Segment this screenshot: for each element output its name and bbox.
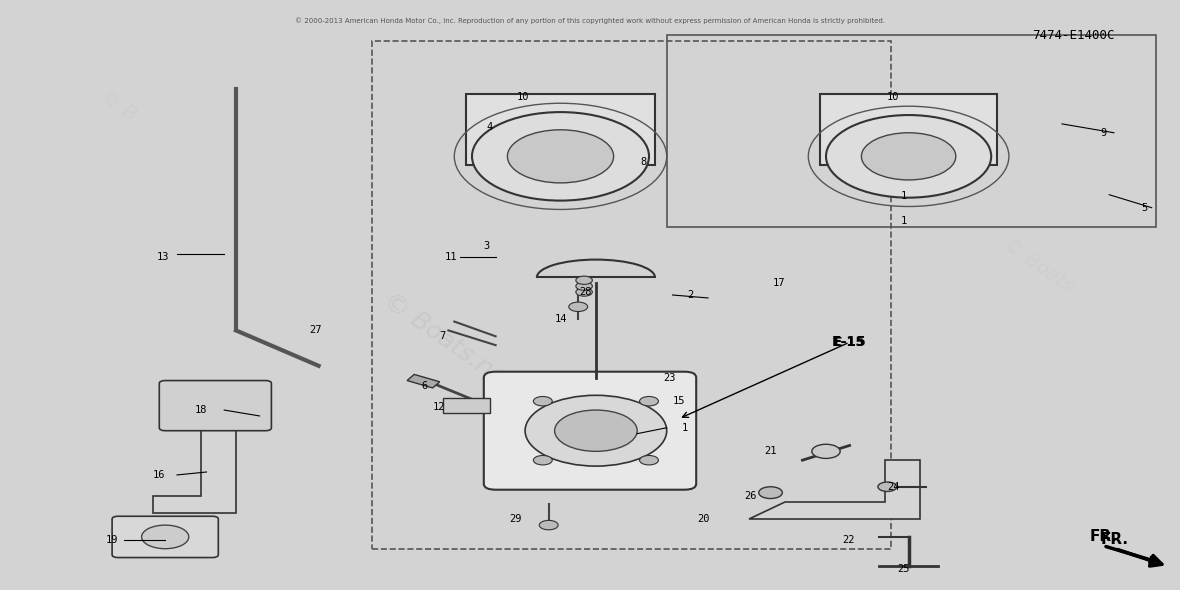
Text: 9: 9 — [1100, 128, 1107, 137]
Text: © Boats.net: © Boats.net — [379, 289, 518, 396]
Text: 14: 14 — [555, 314, 566, 323]
Text: 27: 27 — [309, 326, 321, 335]
Text: © 2000-2013 American Honda Motor Co., Inc. Reproduction of any portion of this c: © 2000-2013 American Honda Motor Co., In… — [295, 17, 885, 24]
Circle shape — [142, 525, 189, 549]
Text: 7: 7 — [439, 332, 446, 341]
Text: 19: 19 — [106, 535, 118, 545]
Text: 20: 20 — [697, 514, 709, 524]
Circle shape — [533, 455, 552, 465]
Text: 25: 25 — [898, 565, 910, 574]
FancyBboxPatch shape — [112, 516, 218, 558]
Text: 5: 5 — [1141, 203, 1148, 212]
Circle shape — [576, 276, 592, 284]
Text: 1: 1 — [900, 191, 907, 201]
Text: 1: 1 — [681, 423, 688, 432]
Circle shape — [539, 520, 558, 530]
Text: FR.: FR. — [1101, 532, 1129, 548]
Circle shape — [878, 482, 897, 491]
Circle shape — [759, 487, 782, 499]
Polygon shape — [749, 460, 920, 519]
Text: 2: 2 — [687, 290, 694, 300]
Text: © Boats: © Boats — [999, 235, 1077, 296]
Circle shape — [861, 133, 956, 180]
Text: E-15: E-15 — [834, 336, 865, 349]
Text: 24: 24 — [887, 482, 899, 491]
Circle shape — [576, 282, 592, 290]
Text: 15: 15 — [673, 396, 684, 406]
Text: 12: 12 — [433, 402, 445, 412]
Circle shape — [533, 396, 552, 406]
Text: 21: 21 — [765, 447, 776, 456]
Text: © B: © B — [97, 87, 139, 125]
Text: 28: 28 — [579, 287, 591, 297]
FancyBboxPatch shape — [484, 372, 696, 490]
Circle shape — [525, 395, 667, 466]
Text: 18: 18 — [195, 405, 206, 415]
Circle shape — [640, 455, 658, 465]
Circle shape — [472, 112, 649, 201]
Text: 13: 13 — [157, 252, 169, 261]
Text: 10: 10 — [517, 93, 529, 102]
Polygon shape — [153, 425, 236, 513]
Circle shape — [812, 444, 840, 458]
Bar — [820, 94, 997, 165]
Text: 4: 4 — [486, 122, 493, 132]
Circle shape — [507, 130, 614, 183]
Text: 3: 3 — [483, 241, 490, 251]
Bar — [442, 398, 490, 413]
Text: 29: 29 — [510, 514, 522, 524]
Bar — [372, 41, 891, 549]
Text: 11: 11 — [445, 252, 457, 261]
Text: 17: 17 — [773, 278, 785, 288]
Text: 1: 1 — [900, 217, 907, 226]
Text: 16: 16 — [153, 470, 165, 480]
Text: 23: 23 — [663, 373, 675, 382]
Circle shape — [826, 115, 991, 198]
Circle shape — [576, 288, 592, 296]
Bar — [466, 94, 655, 165]
Text: FR.: FR. — [1089, 529, 1117, 545]
Text: 8: 8 — [640, 158, 647, 167]
Circle shape — [640, 396, 658, 406]
Bar — [407, 375, 440, 388]
Bar — [667, 35, 1156, 227]
FancyBboxPatch shape — [159, 381, 271, 431]
Text: 22: 22 — [843, 535, 854, 545]
Text: 6: 6 — [421, 382, 428, 391]
Text: E-15: E-15 — [832, 335, 867, 349]
Circle shape — [555, 410, 637, 451]
Text: 10: 10 — [887, 93, 899, 102]
Text: 7474-E1400C: 7474-E1400C — [1032, 29, 1115, 42]
Circle shape — [569, 302, 588, 312]
Text: 26: 26 — [745, 491, 756, 500]
